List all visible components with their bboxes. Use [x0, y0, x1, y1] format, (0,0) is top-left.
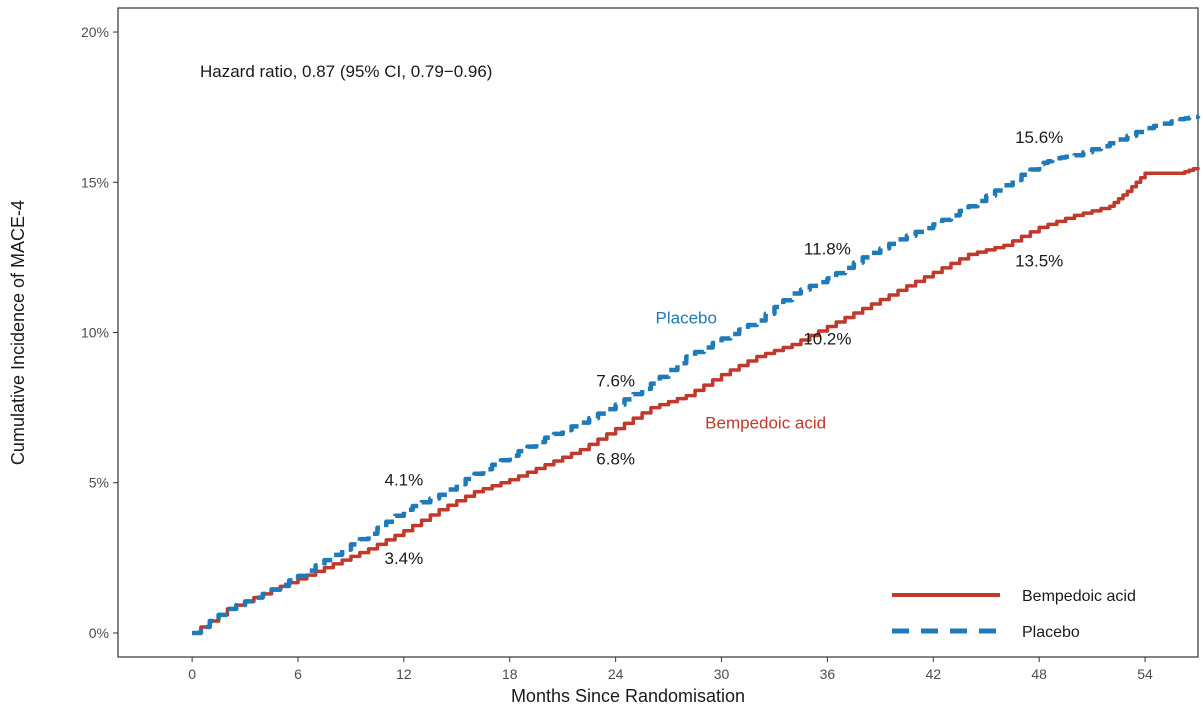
point-label: 11.8%	[804, 239, 851, 258]
series-line-placebo	[192, 114, 1201, 636]
y-tick-label: 20%	[81, 24, 109, 40]
legend-label-placebo: Placebo	[1022, 624, 1080, 641]
y-tick-label: 0%	[89, 625, 109, 641]
point-labels: 3.4% 4.1% 6.8% 7.6% 10.2% 11.8% 13.5% 15.6% Plac…	[385, 128, 1064, 568]
x-tick-label: 36	[820, 666, 836, 682]
series-label-bempedoic-acid: Bempedoic acid	[705, 414, 826, 433]
x-tick-label: 24	[608, 666, 624, 682]
point-label: 6.8%	[596, 450, 635, 469]
series-lines	[192, 114, 1201, 636]
legend: Bempedoic acid Placebo	[892, 588, 1136, 641]
point-label: 7.6%	[596, 372, 635, 391]
y-tick-label: 10%	[81, 325, 109, 341]
x-tick-label: 54	[1137, 666, 1153, 682]
point-label: 3.4%	[385, 549, 424, 568]
series-line-bempedoic-acid	[192, 166, 1200, 635]
y-tick-label: 5%	[89, 475, 109, 491]
legend-label-bempedoic-acid: Bempedoic acid	[1022, 588, 1136, 605]
point-label: 4.1%	[385, 471, 424, 490]
point-label: 15.6%	[1015, 128, 1063, 147]
x-tick-label: 6	[294, 666, 302, 682]
point-label: 10.2%	[803, 330, 851, 349]
y-axis: 0% 5% 10% 15% 20%	[81, 24, 118, 641]
x-tick-label: 12	[396, 666, 412, 682]
x-tick-label: 18	[502, 666, 518, 682]
x-tick-label: 42	[926, 666, 942, 682]
y-axis-title: Cumulative Incidence of MACE-4	[8, 200, 28, 465]
x-tick-label: 30	[714, 666, 730, 682]
x-tick-label: 0	[188, 666, 196, 682]
series-label-placebo: Placebo	[656, 308, 717, 327]
x-tick-label: 48	[1031, 666, 1047, 682]
point-label: 13.5%	[1015, 251, 1063, 270]
y-tick-label: 15%	[81, 174, 109, 190]
x-axis-title: Months Since Randomisation	[511, 686, 745, 706]
hazard-ratio-annotation: Hazard ratio, 0.87 (95% CI, 0.79−0.96)	[200, 62, 492, 81]
x-axis: 0 6 12 18 24 30 36 42 48 54	[188, 657, 1153, 682]
